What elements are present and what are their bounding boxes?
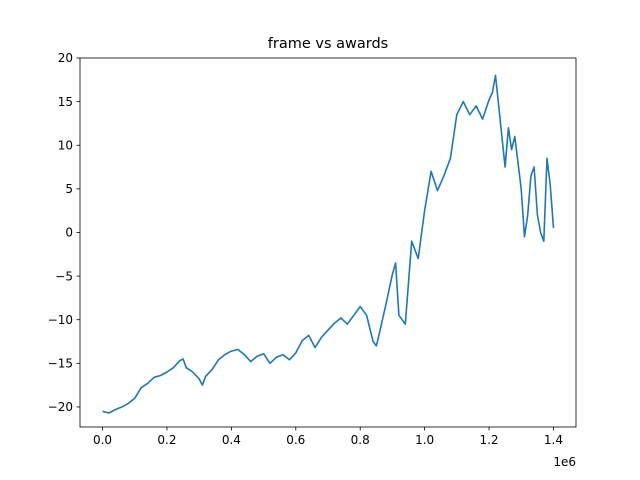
x-tick-label: 1.2 — [479, 433, 498, 447]
plot-area — [102, 74, 555, 414]
y-tick-label: −20 — [48, 400, 73, 414]
y-tick-label: 20 — [58, 51, 73, 65]
x-tick-label: 1.4 — [544, 433, 563, 447]
x-axis-offset-label: 1e6 — [553, 455, 576, 469]
chart-title: frame vs awards — [268, 36, 388, 52]
y-tick-label: −15 — [48, 357, 73, 371]
axes: 0.0 0.2 0.4 0.6 0.8 1.0 1.2 1.4 −20 −15 −10 −5 0 5 10 1… — [48, 51, 577, 447]
x-tick-label: 0.2 — [157, 433, 176, 447]
y-tick-label: 5 — [65, 182, 73, 196]
axes-frame — [79, 57, 577, 428]
x-tick-label: 0.6 — [286, 433, 305, 447]
y-tick-label: −5 — [55, 269, 73, 283]
y-tick-label: 0 — [65, 226, 73, 240]
y-tick-label: −10 — [48, 313, 73, 327]
x-tick-label: 0.0 — [93, 433, 112, 447]
x-tick-label: 1.0 — [415, 433, 434, 447]
series-line-0 — [102, 74, 555, 414]
x-tick-label: 0.8 — [351, 433, 370, 447]
x-tick-label: 0.4 — [222, 433, 241, 447]
y-tick-label: 15 — [58, 95, 73, 109]
y-tick-label: 10 — [58, 138, 73, 152]
